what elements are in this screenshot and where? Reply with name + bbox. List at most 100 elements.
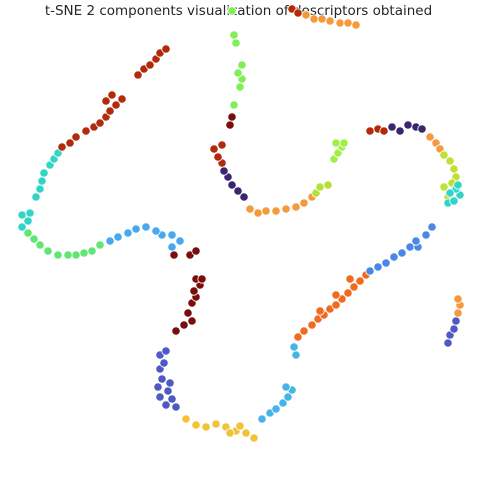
scatter-point — [191, 246, 201, 256]
scatter-point — [225, 120, 235, 130]
scatter-point — [197, 274, 207, 284]
series-11 — [23, 228, 105, 260]
series-12 — [17, 148, 63, 232]
scatter-point — [237, 60, 247, 70]
scatter-point — [165, 378, 175, 388]
scatter-point — [133, 70, 143, 80]
scatter-point — [291, 202, 301, 212]
scatter-point — [373, 262, 383, 272]
scatter-point — [53, 250, 63, 260]
scatter-point — [229, 100, 239, 110]
scatter-point — [443, 338, 453, 348]
scatter-point — [271, 206, 281, 216]
scatter-point — [241, 428, 251, 438]
scatter-point — [225, 428, 235, 438]
scatter-point — [239, 192, 249, 202]
scatter-point — [95, 240, 105, 250]
scatter-point — [117, 94, 127, 104]
series-7 — [443, 316, 461, 348]
scatter-point — [449, 324, 459, 334]
scatter-point — [141, 222, 151, 232]
scatter-point — [403, 120, 413, 130]
scatter-point — [453, 308, 463, 318]
scatter-point — [233, 186, 243, 196]
scatter-point — [309, 14, 319, 24]
scatter-point — [105, 236, 115, 246]
scatter-point — [281, 204, 291, 214]
scatter-point — [395, 126, 405, 136]
scatter-point — [449, 164, 459, 174]
scatter-point — [291, 350, 301, 360]
scatter-point — [283, 392, 293, 402]
scatter-point — [213, 152, 223, 162]
scatter-point — [453, 180, 463, 190]
scatter-point — [331, 290, 341, 300]
scatter-point — [39, 168, 49, 178]
scatter-point — [163, 386, 173, 396]
scatter-point — [293, 8, 303, 18]
scatter-point — [43, 246, 53, 256]
scatter-point — [113, 232, 123, 242]
series-4 — [289, 342, 301, 360]
scatter-point — [155, 392, 165, 402]
series-0 — [181, 414, 259, 443]
scatter-point — [343, 288, 353, 298]
scatter-point — [381, 258, 391, 268]
scatter-point — [227, 180, 237, 190]
scatter-point — [425, 132, 435, 142]
series-25 — [425, 132, 445, 154]
scatter-point — [71, 250, 81, 260]
scatter-point — [417, 124, 427, 134]
scatter-point — [387, 122, 397, 132]
scatter-point — [351, 20, 361, 30]
chart-title: t-SNE 2 components visualization of desc… — [44, 3, 433, 19]
series-2 — [153, 346, 181, 412]
scatter-point — [35, 240, 45, 250]
scatter-point — [299, 326, 309, 336]
series-17 — [311, 180, 333, 198]
scatter-point — [278, 398, 288, 408]
scatter-point — [343, 18, 353, 28]
scatter-point — [31, 192, 41, 202]
scatter-point — [235, 82, 245, 92]
scatter-point — [323, 180, 333, 190]
scatter-point — [145, 60, 155, 70]
scatter-point — [389, 252, 399, 262]
scatter-point — [87, 246, 97, 256]
scatter-point — [445, 156, 455, 166]
series-1 — [257, 382, 297, 424]
scatter-point — [167, 242, 177, 252]
scatter-point — [249, 433, 259, 443]
scatter-point — [453, 294, 463, 304]
series-8 — [453, 294, 465, 318]
scatter-point — [187, 316, 197, 326]
scatter-point — [79, 248, 89, 258]
series-6 — [365, 222, 437, 276]
scatter-point — [107, 90, 117, 100]
scatter-point — [183, 308, 193, 318]
scatter-point — [181, 414, 191, 424]
scatter-point — [123, 228, 133, 238]
series-27 — [443, 180, 465, 208]
scatter-point — [171, 402, 181, 412]
scatter-point — [331, 300, 341, 310]
scatter-point — [161, 400, 171, 410]
scatter-point — [439, 182, 449, 192]
scatter-point — [289, 342, 299, 352]
series-16 — [245, 192, 317, 218]
scatter-point — [105, 106, 115, 116]
series-3 — [171, 274, 207, 336]
scatter-point — [299, 198, 309, 208]
scatter-point — [355, 276, 365, 286]
series-19 — [225, 112, 237, 130]
scatter-point — [95, 118, 105, 128]
scatter-point — [229, 30, 239, 40]
scatter-point — [339, 138, 349, 148]
series-22 — [287, 4, 303, 18]
scatter-point — [307, 320, 317, 330]
scatter-point — [191, 420, 201, 430]
scatter-point — [325, 16, 335, 26]
scatter-point — [227, 112, 237, 122]
scatter-point — [331, 138, 341, 148]
